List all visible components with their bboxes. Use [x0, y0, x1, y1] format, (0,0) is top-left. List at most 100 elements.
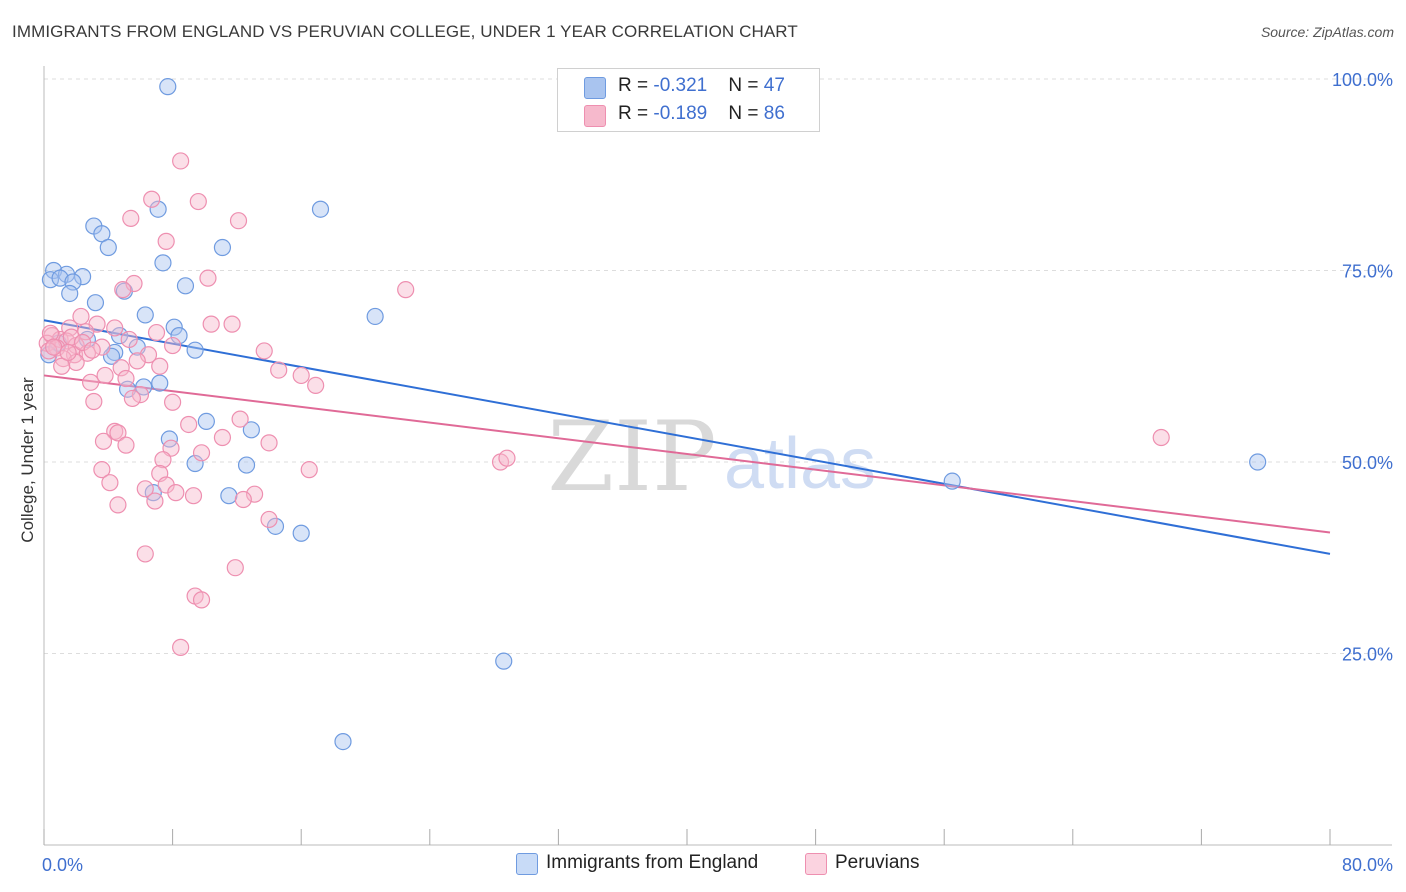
point-england — [165, 318, 183, 336]
point-england — [197, 412, 215, 431]
point-england — [73, 268, 92, 286]
trend-lines — [43, 319, 1331, 555]
legend-text-peruvians: R = -0.189 N = 86 — [618, 103, 785, 125]
point-peruvians — [72, 307, 90, 326]
point-peruvians — [109, 424, 127, 442]
legend-n-label: N = — [728, 103, 764, 124]
y-tick-label: 50.0% — [1342, 453, 1393, 473]
point-peruvians — [106, 319, 124, 337]
point-peruvians — [226, 559, 244, 577]
point-peruvians — [94, 432, 113, 450]
point-peruvians — [143, 190, 161, 208]
point-peruvians — [192, 591, 211, 609]
point-england — [159, 78, 177, 96]
point-peruvians — [151, 357, 169, 375]
point-peruvians — [41, 324, 60, 342]
point-peruvians — [122, 209, 140, 228]
watermark-zip: ZIP — [547, 401, 716, 513]
point-peruvians — [192, 444, 211, 462]
point-england — [220, 487, 238, 505]
point-peruvians — [167, 484, 185, 502]
trend-line-england — [43, 319, 1331, 555]
y-tick-label: 75.0% — [1342, 262, 1393, 282]
point-peruvians — [59, 343, 77, 362]
point-peruvians — [172, 152, 190, 170]
y-tick-label: 25.0% — [1342, 645, 1393, 665]
point-peruvians — [93, 338, 111, 356]
point-peruvians — [234, 490, 252, 509]
point-peruvians — [53, 357, 71, 375]
point-england — [292, 524, 310, 542]
point-peruvians — [260, 510, 278, 529]
point-peruvians — [397, 281, 415, 299]
legend-n-value: 86 — [763, 103, 785, 124]
bottom-legend-label-peruvians: Peruvians — [835, 852, 920, 873]
point-england — [266, 517, 285, 535]
point-england — [151, 374, 169, 392]
data-points — [38, 70, 1267, 751]
point-peruvians — [147, 323, 166, 342]
point-peruvians — [146, 492, 164, 510]
point-peruvians — [213, 428, 232, 447]
point-england — [495, 652, 513, 670]
point-england — [334, 732, 352, 751]
point-peruvians — [202, 315, 220, 333]
tick-labels: 100.0% 75.0% 50.0% 25.0% 0.0% 80.0% — [42, 70, 1393, 875]
point-peruvians — [131, 385, 150, 404]
point-peruvians — [154, 451, 172, 469]
point-peruvians — [189, 192, 207, 211]
point-england — [149, 200, 167, 218]
point-peruvians — [164, 336, 182, 355]
stats-legend: R = -0.321 N = 47 R = -0.189 N = 86 — [557, 68, 820, 132]
point-peruvians — [93, 461, 111, 479]
point-england — [86, 294, 105, 312]
point-england — [213, 238, 232, 257]
bottom-legend-label-england: Immigrants from England — [546, 852, 759, 873]
legend-r-value: -0.189 — [653, 103, 708, 124]
point-england — [93, 225, 111, 243]
point-peruvians — [112, 359, 130, 377]
point-peruvians — [78, 344, 97, 362]
point-peruvians — [123, 389, 142, 408]
point-peruvians — [223, 315, 241, 333]
point-peruvians — [101, 474, 119, 492]
point-peruvians — [270, 361, 288, 379]
watermark-atlas: atlas — [724, 424, 876, 504]
point-england — [237, 456, 256, 474]
point-peruvians — [85, 392, 103, 411]
point-england — [366, 307, 384, 326]
point-england — [51, 269, 69, 287]
point-peruvians — [180, 415, 198, 434]
point-england — [170, 327, 188, 345]
point-peruvians — [157, 232, 175, 250]
x-tick-label: 80.0% — [1342, 855, 1393, 875]
legend-r-label: R = — [618, 75, 654, 96]
point-england — [176, 277, 195, 295]
point-peruvians — [83, 341, 101, 359]
point-peruvians — [82, 373, 100, 391]
legend-n-label: N = — [728, 75, 764, 96]
point-peruvians — [136, 480, 154, 498]
point-peruvians — [231, 410, 249, 428]
point-england — [242, 421, 260, 439]
point-peruvians — [164, 393, 182, 411]
point-peruvians — [117, 369, 135, 388]
point-peruvians — [184, 487, 203, 505]
point-peruvians — [498, 449, 516, 467]
point-peruvians — [199, 269, 217, 287]
point-england — [99, 238, 117, 257]
legend-r-label: R = — [618, 103, 654, 124]
point-peruvians — [255, 342, 273, 360]
point-england — [136, 306, 154, 324]
point-peruvians — [300, 461, 318, 479]
point-england — [154, 254, 172, 272]
point-peruvians — [260, 434, 278, 452]
legend-n-value: 47 — [763, 75, 785, 96]
y-tick-label: 100.0% — [1332, 70, 1393, 90]
trend-line-peruvians — [43, 374, 1331, 534]
legend-swatch-peruvians — [584, 105, 606, 127]
legend-r-value: -0.321 — [653, 75, 708, 96]
legend-swatch-england — [584, 77, 606, 99]
point-england — [943, 472, 961, 490]
